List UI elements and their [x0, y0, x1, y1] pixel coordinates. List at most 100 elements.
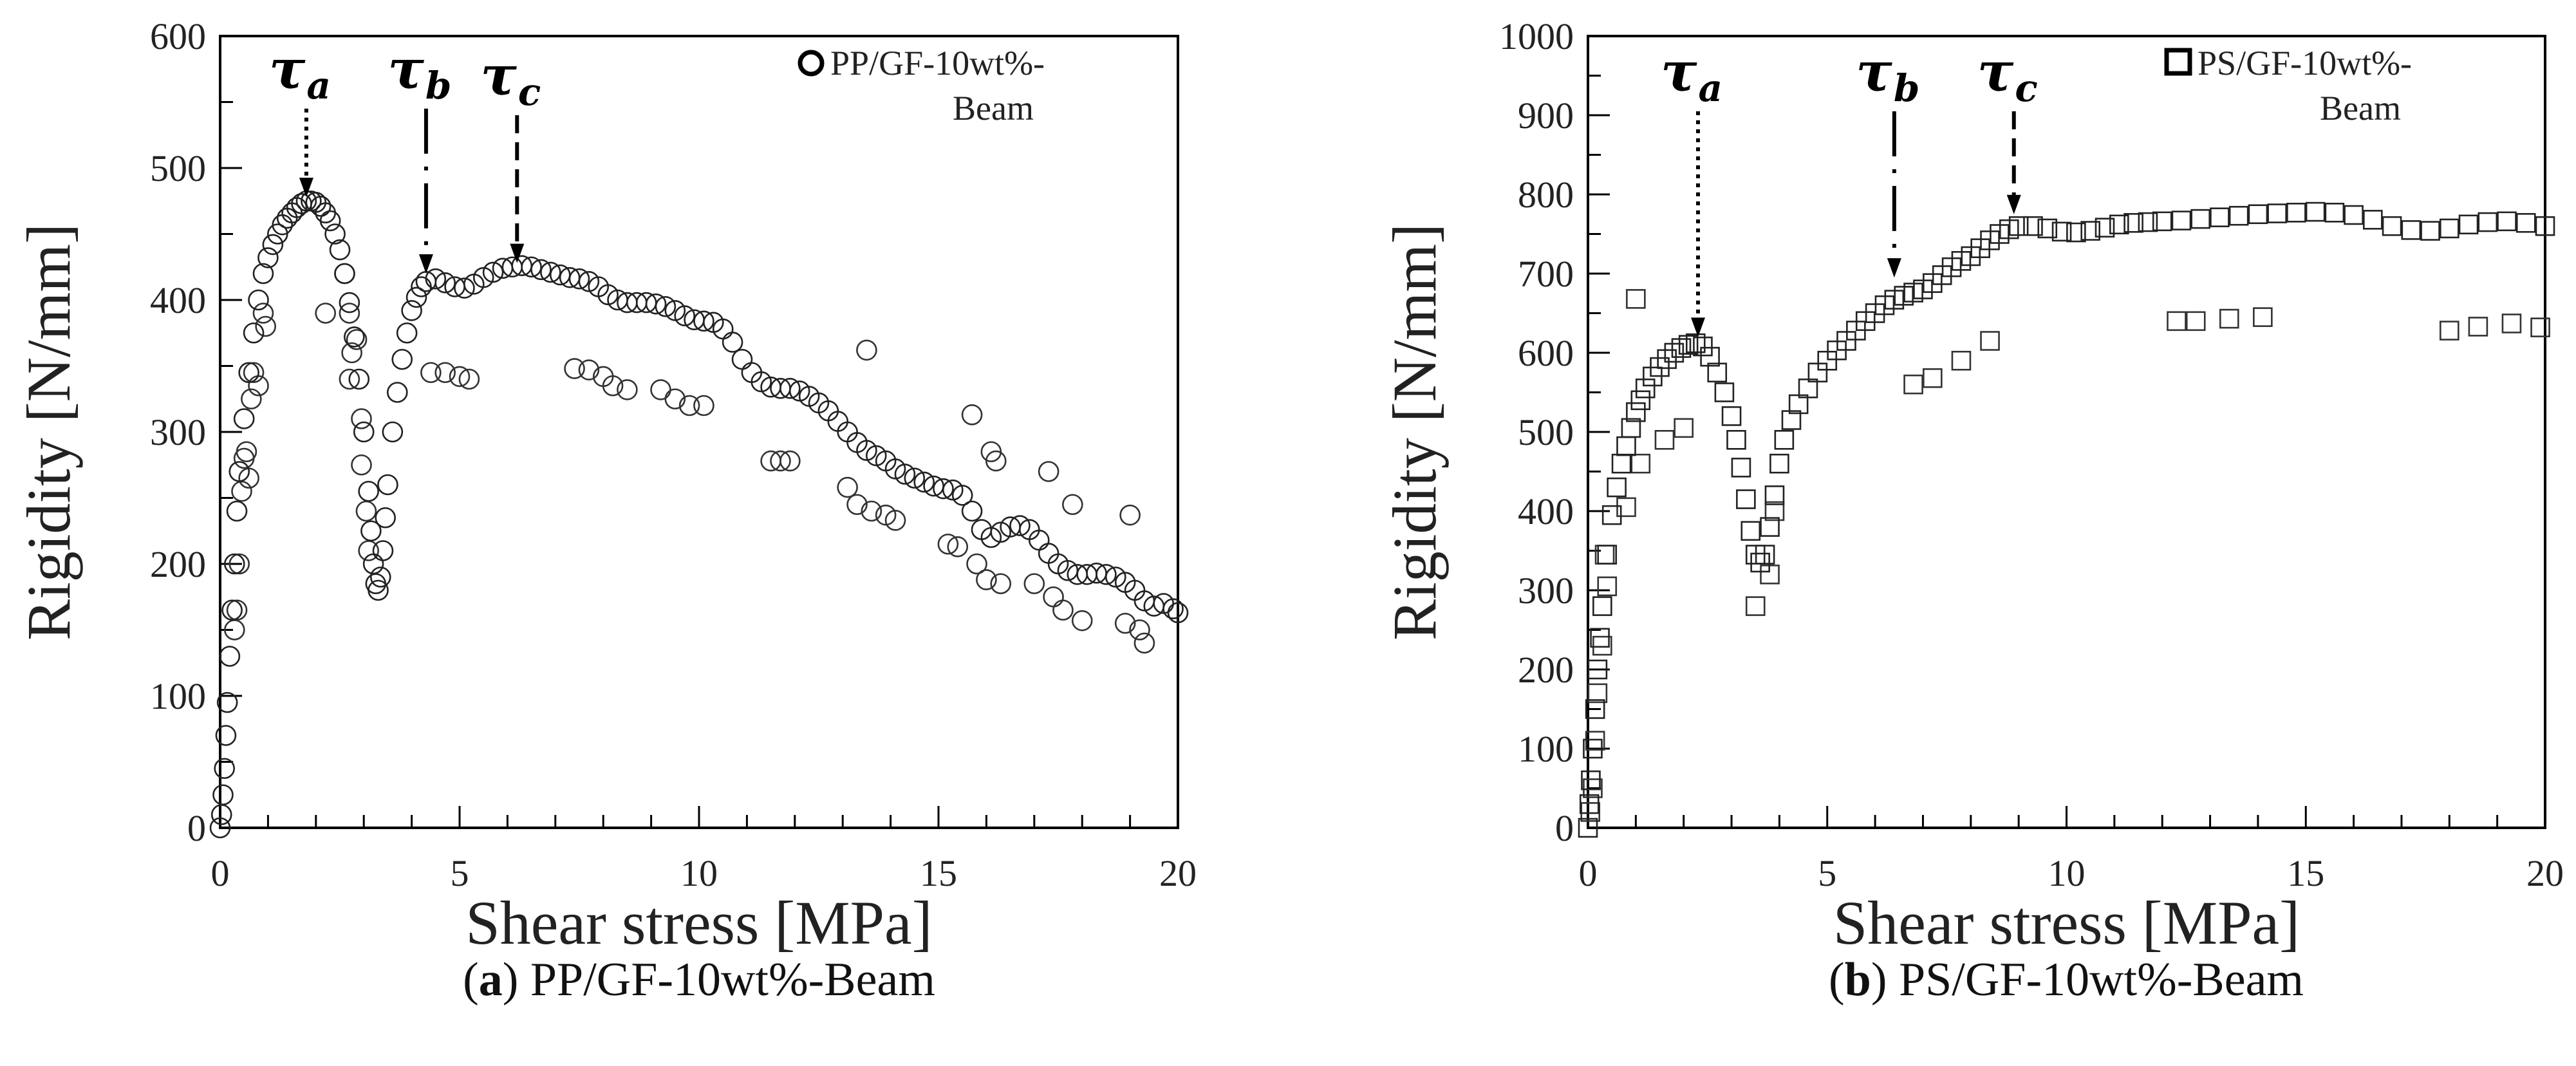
- data-point: [1671, 338, 1692, 358]
- y-axis-title: Rigidity [N/mm]: [1380, 223, 1449, 641]
- data-point: [1685, 333, 1706, 353]
- data-point-outlier: [617, 379, 638, 400]
- data-point: [1650, 357, 1670, 377]
- data-point-outlier: [1580, 802, 1601, 822]
- data-point: [2286, 202, 2306, 223]
- data-point: [1592, 596, 1612, 616]
- data-point-outlier: [1630, 453, 1651, 474]
- data-point-outlier: [2501, 313, 2522, 333]
- data-point-outlier: [1585, 731, 1605, 751]
- data-point: [1664, 342, 1685, 363]
- data-point: [2190, 209, 2210, 229]
- y-tick-label: 100: [150, 675, 206, 717]
- data-point: [339, 292, 360, 313]
- data-point-outlier: [2468, 317, 2488, 337]
- tau-subscript: c: [518, 70, 541, 114]
- data-point-outlier: [1023, 573, 1045, 595]
- data-point: [2267, 203, 2287, 223]
- data-point: [2344, 205, 2364, 225]
- data-point-outlier: [449, 366, 471, 388]
- y-tick-label: 1000: [1499, 15, 1574, 57]
- data-point: [1583, 738, 1603, 759]
- data-point: [1579, 794, 1600, 814]
- data-point-outlier: [875, 504, 897, 526]
- data-point: [324, 223, 346, 245]
- data-point-outlier: [420, 362, 442, 384]
- data-point-outlier: [650, 379, 671, 400]
- data-point: [1635, 379, 1656, 398]
- data-point-outlier: [2219, 308, 2239, 329]
- caption-a-text: PP/GF-10wt%-Beam: [530, 953, 935, 1006]
- data-point: [2458, 214, 2479, 235]
- data-point-outlier: [315, 303, 336, 324]
- data-point: [1616, 436, 1636, 456]
- tau-subscript: b: [425, 64, 452, 108]
- data-point-outlier: [1062, 494, 1083, 516]
- x-tick-label: 0: [211, 852, 230, 894]
- data-point: [401, 300, 422, 321]
- data-point-outlier: [937, 533, 959, 555]
- data-point: [2228, 205, 2249, 226]
- data-point-outlier: [846, 494, 868, 516]
- data-point: [1626, 402, 1646, 422]
- data-point-outlier: [985, 450, 1007, 472]
- data-point: [310, 196, 331, 217]
- y-tick-label: 0: [187, 807, 206, 849]
- data-point-outlier: [856, 339, 877, 361]
- data-point-outlier: [2440, 321, 2459, 341]
- data-point-outlier: [434, 362, 456, 384]
- data-point: [530, 259, 552, 281]
- data-point: [904, 467, 926, 489]
- data-point: [215, 725, 237, 746]
- data-point: [2037, 218, 2058, 239]
- data-point: [214, 758, 235, 780]
- y-tick-label: 500: [150, 147, 206, 189]
- tau-c-label: τc: [480, 44, 541, 114]
- data-point: [1750, 552, 1770, 573]
- data-point: [348, 368, 370, 390]
- data-point: [1587, 659, 1608, 680]
- data-point: [1611, 453, 1632, 474]
- data-point: [2515, 212, 2536, 233]
- data-point: [386, 382, 408, 403]
- data-point-outlier: [226, 599, 248, 621]
- data-point: [1693, 336, 1713, 357]
- data-point-outlier: [351, 408, 372, 429]
- data-point: [540, 261, 561, 283]
- caption-a-letter: a: [478, 953, 503, 1006]
- data-point: [942, 479, 964, 501]
- data-point-outlier: [2185, 311, 2206, 332]
- data-point: [210, 804, 232, 825]
- data-point-outlier: [2253, 307, 2273, 327]
- data-point: [2138, 212, 2158, 232]
- data-point: [2152, 211, 2172, 232]
- data-point: [377, 474, 398, 496]
- data-point: [1707, 362, 1728, 383]
- data-point: [1162, 598, 1184, 620]
- data-point: [2109, 214, 2129, 235]
- data-point-outlier: [693, 395, 714, 416]
- data-point-outlier: [236, 441, 257, 463]
- data-point-outlier: [884, 510, 906, 531]
- y-tick-label: 100: [1518, 728, 1574, 770]
- data-point: [425, 268, 447, 290]
- legend-marker-square-icon: [2164, 48, 2192, 76]
- data-point: [216, 691, 238, 713]
- data-point-outlier: [243, 362, 265, 384]
- data-point: [248, 289, 269, 311]
- data-point: [1096, 564, 1117, 585]
- data-point: [233, 408, 255, 429]
- data-point: [1774, 429, 1795, 450]
- data-point: [693, 310, 714, 332]
- data-point: [329, 239, 351, 261]
- data-point: [1630, 390, 1651, 411]
- data-point: [913, 471, 935, 493]
- data-point: [1581, 770, 1601, 790]
- data-point-outlier: [1903, 374, 1923, 395]
- data-point-outlier: [1052, 599, 1074, 621]
- data-point: [252, 263, 274, 285]
- data-point: [1764, 485, 1785, 505]
- y-tick-label: 900: [1518, 95, 1574, 136]
- data-point: [1755, 545, 1775, 565]
- y-tick-label: 600: [1518, 332, 1574, 374]
